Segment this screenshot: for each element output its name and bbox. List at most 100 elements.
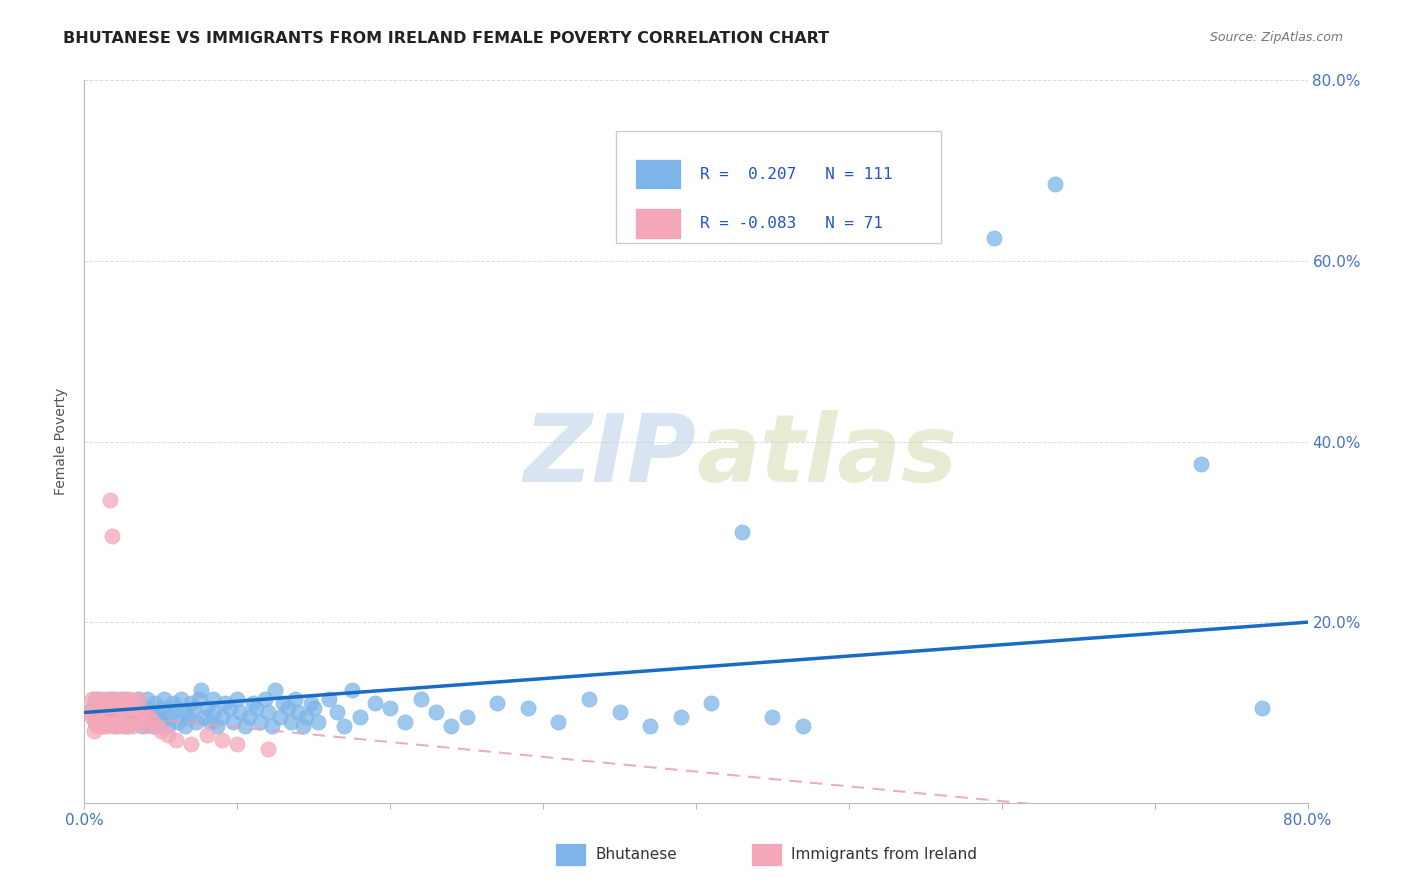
- Point: [107, 710, 129, 724]
- Point: [97, 714, 120, 729]
- Point: [83, 723, 105, 738]
- Point: [80, 710, 103, 724]
- Point: [578, 692, 600, 706]
- Point: [104, 714, 127, 729]
- Point: [731, 524, 754, 539]
- Point: [98, 714, 121, 729]
- Point: [110, 692, 132, 706]
- Point: [177, 710, 200, 724]
- Point: [84, 692, 107, 706]
- Point: [142, 719, 165, 733]
- Point: [165, 701, 187, 715]
- Point: [547, 714, 569, 729]
- Point: [91, 710, 114, 724]
- Point: [79, 706, 101, 720]
- Point: [257, 706, 280, 720]
- Point: [98, 493, 121, 508]
- Point: [264, 682, 287, 697]
- Point: [188, 692, 211, 706]
- Point: [115, 719, 138, 733]
- Point: [83, 701, 105, 715]
- Point: [127, 714, 149, 729]
- Point: [262, 719, 284, 733]
- Point: [103, 706, 125, 720]
- Point: [149, 701, 172, 715]
- Point: [257, 741, 280, 756]
- Point: [307, 714, 329, 729]
- Point: [149, 714, 172, 729]
- Point: [1250, 701, 1272, 715]
- Point: [89, 706, 111, 720]
- Point: [157, 719, 180, 733]
- Point: [104, 701, 127, 715]
- Point: [218, 701, 240, 715]
- Point: [229, 706, 252, 720]
- Point: [110, 706, 132, 720]
- Point: [96, 710, 118, 724]
- Point: [131, 710, 153, 724]
- Point: [198, 714, 221, 729]
- Point: [124, 710, 146, 724]
- Point: [486, 697, 509, 711]
- Point: [295, 710, 318, 724]
- Point: [111, 719, 134, 733]
- Point: [86, 719, 108, 733]
- Point: [138, 714, 160, 729]
- Point: [425, 706, 447, 720]
- Point: [120, 692, 142, 706]
- Point: [115, 710, 138, 724]
- Text: BHUTANESE VS IMMIGRANTS FROM IRELAND FEMALE POVERTY CORRELATION CHART: BHUTANESE VS IMMIGRANTS FROM IRELAND FEM…: [63, 31, 830, 46]
- Point: [153, 692, 176, 706]
- Point: [287, 706, 309, 720]
- Point: [90, 706, 112, 720]
- Point: [180, 737, 202, 751]
- Point: [111, 714, 134, 729]
- Point: [125, 701, 148, 715]
- Point: [112, 701, 135, 715]
- Point: [340, 682, 363, 697]
- Text: ZIP: ZIP: [523, 410, 696, 502]
- Point: [121, 706, 143, 720]
- Point: [277, 701, 299, 715]
- Point: [983, 231, 1005, 245]
- Point: [93, 714, 115, 729]
- Point: [238, 710, 260, 724]
- Point: [325, 706, 347, 720]
- Point: [96, 719, 118, 733]
- Point: [456, 710, 478, 724]
- Point: [280, 714, 302, 729]
- Point: [211, 710, 233, 724]
- Point: [226, 692, 249, 706]
- Point: [166, 714, 188, 729]
- Point: [101, 529, 124, 543]
- Point: [201, 692, 224, 706]
- Point: [80, 701, 103, 715]
- Point: [292, 719, 315, 733]
- Point: [138, 710, 160, 724]
- Point: [114, 706, 136, 720]
- Point: [108, 701, 131, 715]
- Point: [226, 737, 249, 751]
- Point: [87, 710, 110, 724]
- Point: [86, 692, 108, 706]
- Point: [80, 692, 103, 706]
- Point: [120, 710, 142, 724]
- Point: [174, 719, 197, 733]
- Point: [173, 706, 195, 720]
- Point: [84, 714, 107, 729]
- Point: [195, 701, 218, 715]
- FancyBboxPatch shape: [616, 131, 941, 243]
- Point: [318, 692, 340, 706]
- Point: [89, 697, 111, 711]
- Point: [221, 714, 243, 729]
- Point: [131, 719, 153, 733]
- Text: atlas: atlas: [696, 410, 957, 502]
- Point: [242, 697, 264, 711]
- Point: [89, 714, 111, 729]
- Point: [87, 710, 110, 724]
- Point: [193, 710, 215, 724]
- Point: [440, 719, 463, 733]
- Point: [131, 706, 153, 720]
- Point: [103, 710, 125, 724]
- Point: [271, 697, 294, 711]
